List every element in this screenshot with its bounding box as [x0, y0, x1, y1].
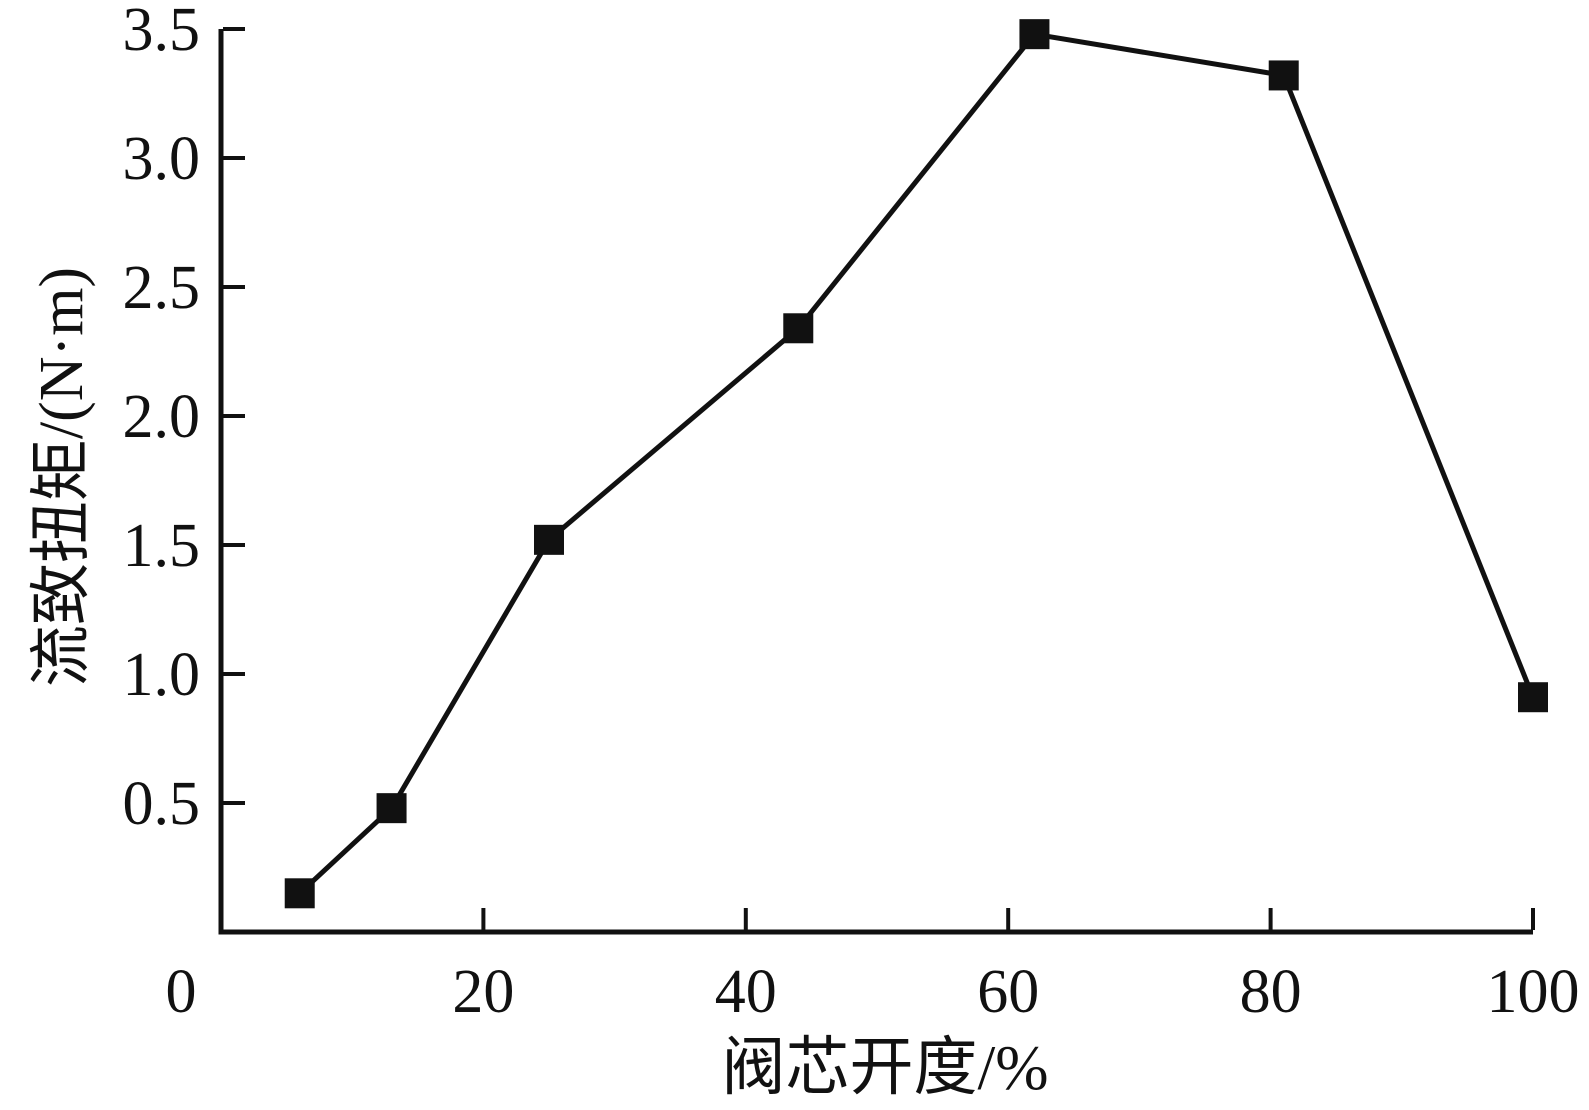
- y-tick-label: 2.0: [123, 383, 201, 451]
- data-point-marker: [1518, 682, 1548, 713]
- y-tick-label: 2.5: [123, 254, 201, 322]
- y-tick-label: 3.5: [123, 0, 201, 64]
- x-tick-label: 20: [452, 958, 514, 1026]
- series-group: [284, 19, 1548, 909]
- x-tick-label: 80: [1240, 958, 1302, 1026]
- data-point-marker: [1019, 19, 1050, 50]
- y-axis-title: 流致扭矩/(N·m): [28, 266, 96, 688]
- x-tick-label: 0: [166, 958, 197, 1026]
- y-tick-label: 1.0: [123, 641, 201, 709]
- x-tick-label: 40: [715, 958, 777, 1026]
- axis-lines: [218, 29, 1533, 935]
- data-point-marker: [783, 313, 814, 344]
- tick-labels-group: 0 20 40 60 80 100 0.5 1.0 1.5 2.0 2.5 3.0 3.5: [123, 0, 1580, 1026]
- data-point-marker: [376, 793, 407, 824]
- ticks-group: [223, 27, 1535, 930]
- series-line: [298, 31, 1536, 896]
- data-point-marker: [534, 524, 564, 555]
- x-tick-label: 60: [977, 958, 1039, 1026]
- x-axis-title: 阀芯开度/%: [721, 1032, 1049, 1103]
- y-tick-label: 3.0: [123, 125, 201, 193]
- data-point-marker: [284, 878, 315, 909]
- x-tick-label: 100: [1487, 958, 1580, 1026]
- axes-group: [218, 29, 1533, 935]
- y-tick-label: 1.5: [123, 512, 201, 580]
- y-tick-label: 0.5: [123, 770, 201, 838]
- data-point-marker: [1268, 60, 1299, 91]
